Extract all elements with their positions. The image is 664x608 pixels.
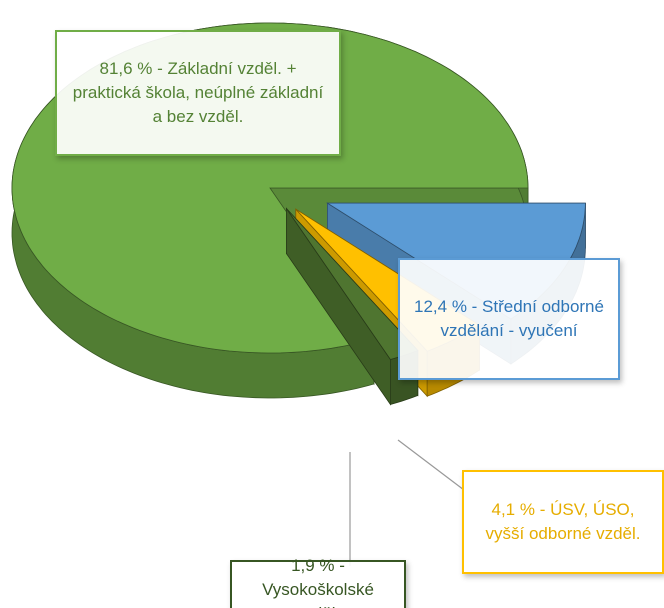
data-label: 1,9 % - Vysokoškolské vzděl.	[230, 556, 406, 608]
data-label: 12,4 % - Střední odborné vzdělání - vyuč…	[398, 258, 620, 380]
data-label: 4,1 % - ÚSV, ÚSO, vyšší odborné vzděl.	[462, 470, 664, 574]
data-label: 81,6 % - Základní vzděl. + praktická ško…	[55, 30, 341, 156]
leader-line	[397, 439, 465, 491]
